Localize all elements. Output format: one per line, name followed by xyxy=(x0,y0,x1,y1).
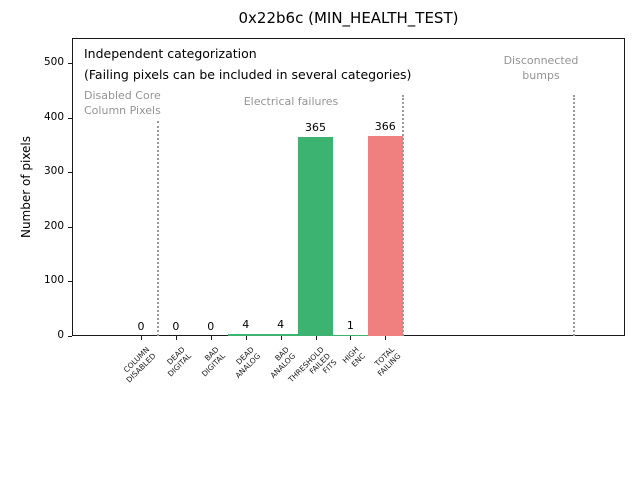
x-tick-label: HIGH ENC xyxy=(340,345,368,369)
section-separator-line xyxy=(401,95,404,336)
x-tick-mark xyxy=(245,336,247,340)
y-tick-label: 200 xyxy=(43,219,64,232)
bar xyxy=(263,334,299,336)
bar-value-label: 366 xyxy=(374,120,396,133)
annotation-disabled-core-column-pixels: Disabled Core Column Pixels xyxy=(84,89,161,117)
y-tick-label: 500 xyxy=(43,56,64,68)
x-tick-mark xyxy=(175,336,177,340)
bar-value-label: 0 xyxy=(207,320,215,333)
annotation-electrical-failures: Electrical failures xyxy=(243,95,339,108)
x-tick-label: TOTAL FAILING xyxy=(372,345,403,379)
bar xyxy=(367,136,403,336)
bar-value-label: 1 xyxy=(346,319,354,332)
x-tick-label: THRESHOLD FAILED FITS xyxy=(286,345,339,385)
x-tick-label: COLUMN DISABLED xyxy=(121,345,158,385)
x-tick-label: DEAD DIGITAL xyxy=(164,345,193,379)
x-tick-label: DEAD ANALOG xyxy=(233,345,263,381)
annotation-categorization-note: (Failing pixels can be included in sever… xyxy=(84,67,412,82)
y-tick-mark xyxy=(68,226,72,228)
annotation-independent-categorization: Independent categorization xyxy=(84,46,257,61)
chart-title: 0x22b6c (MIN_HEALTH_TEST) xyxy=(238,9,459,27)
y-tick-mark xyxy=(68,281,72,283)
bar-value-label: 365 xyxy=(305,121,326,134)
y-tick-mark xyxy=(68,172,72,174)
section-separator-line xyxy=(572,95,575,336)
y-tick-label: 0 xyxy=(57,329,64,341)
x-tick-mark xyxy=(385,336,387,340)
bar xyxy=(298,137,333,336)
plot-area xyxy=(72,38,625,336)
x-tick-mark xyxy=(141,336,142,340)
y-tick-mark xyxy=(68,336,72,337)
section-separator-line xyxy=(157,120,160,336)
annotation-disconnected-bumps: Disconnected bumps xyxy=(503,54,579,82)
x-tick-label: BAD DIGITAL xyxy=(200,345,228,379)
x-tick-mark xyxy=(315,336,317,340)
bar-value-label: 4 xyxy=(277,318,285,331)
y-tick-label: 100 xyxy=(43,274,64,287)
y-tick-mark xyxy=(68,63,72,64)
y-tick-mark xyxy=(68,117,72,119)
bar-value-label: 0 xyxy=(137,320,145,333)
bar-value-label: 4 xyxy=(242,318,250,331)
y-tick-label: 400 xyxy=(43,110,64,123)
bar-value-label: 0 xyxy=(172,320,180,333)
x-tick-mark xyxy=(280,336,282,340)
x-tick-mark xyxy=(350,336,352,340)
bar xyxy=(332,335,368,336)
y-tick-label: 300 xyxy=(43,165,64,178)
x-tick-mark xyxy=(210,336,212,340)
bar xyxy=(228,334,264,336)
